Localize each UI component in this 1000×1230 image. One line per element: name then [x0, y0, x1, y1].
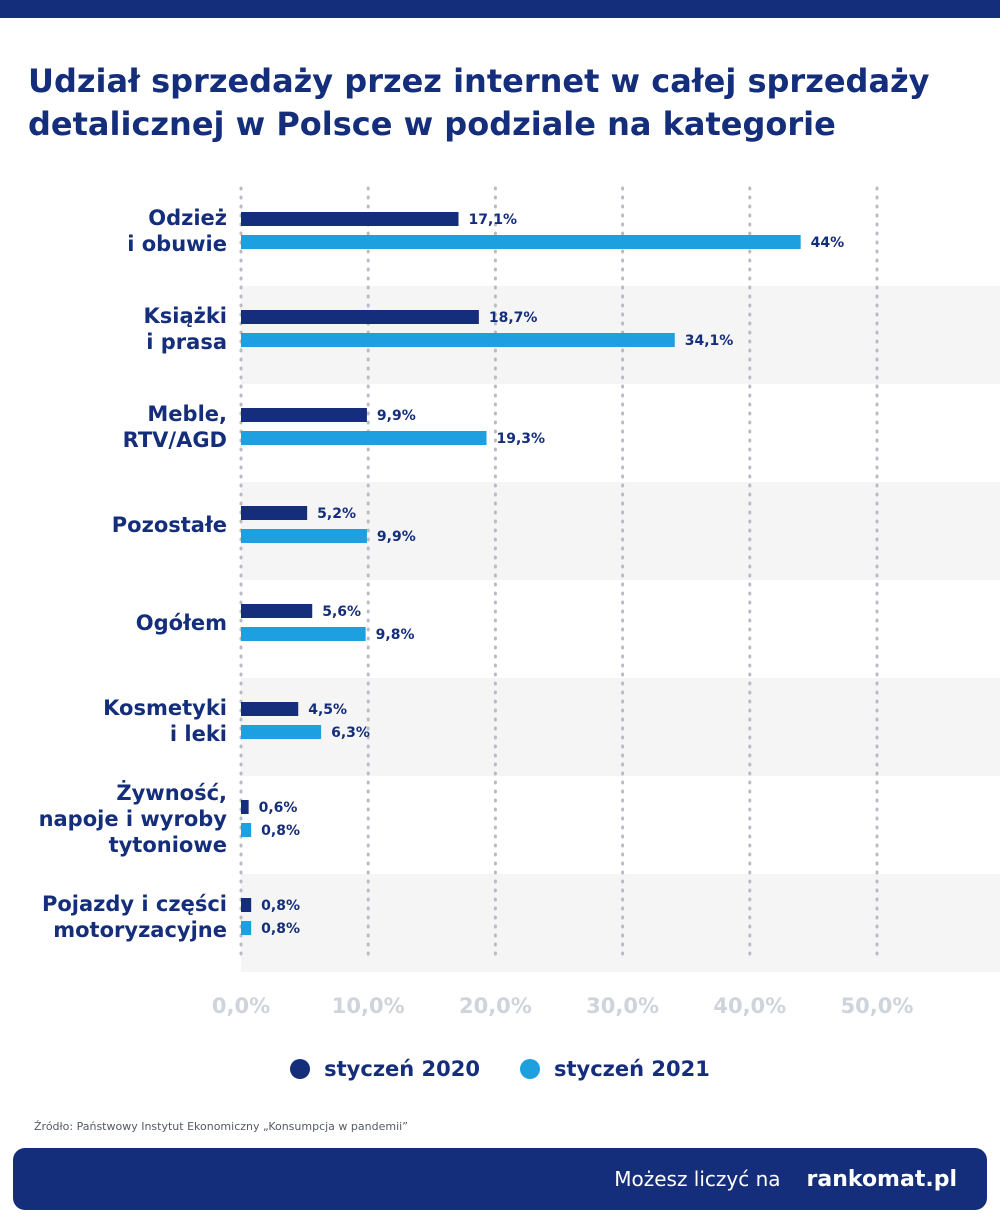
legend-item-2020: styczeń 2020 [290, 1057, 480, 1081]
bar [241, 800, 249, 814]
category-label: Książki [143, 304, 227, 328]
bar [241, 604, 313, 618]
category-label: i leki [170, 722, 227, 746]
footer-banner: Możesz liczyć na rankomat.pl [13, 1148, 987, 1210]
bar [241, 333, 675, 347]
category-label: Żywność, [116, 780, 227, 805]
bar [241, 898, 252, 912]
bar [241, 235, 801, 249]
legend-dot-2021 [520, 1059, 540, 1079]
legend: styczeń 2020 styczeń 2021 [0, 1052, 1000, 1086]
value-label: 4,5% [308, 702, 347, 718]
value-label: 5,6% [322, 604, 361, 620]
value-label: 0,8% [261, 823, 300, 839]
value-label: 17,1% [469, 212, 518, 228]
value-label: 0,8% [261, 898, 300, 914]
category-label: i obuwie [127, 232, 227, 256]
category-label: Pojazdy i części [42, 892, 227, 916]
legend-dot-2020 [290, 1059, 311, 1079]
value-label: 0,8% [261, 921, 300, 937]
page-title: Udział sprzedaży przez internet w całej … [28, 62, 930, 143]
category-band [241, 874, 1000, 972]
x-tick-label: 10,0% [332, 994, 405, 1018]
category-label: Odzież [148, 206, 227, 230]
bar [241, 408, 367, 422]
category-label: motoryzacyjne [53, 918, 227, 942]
bar [241, 627, 366, 641]
value-label: 44% [811, 235, 845, 251]
value-label: 9,8% [376, 627, 415, 643]
value-label: 19,3% [496, 431, 545, 447]
bar [241, 212, 459, 226]
x-tick-label: 30,0% [586, 994, 659, 1018]
legend-item-2021: styczeń 2021 [520, 1057, 710, 1081]
bar [241, 921, 252, 935]
value-label: 9,9% [377, 529, 416, 545]
x-tick-label: 50,0% [841, 994, 914, 1018]
value-label: 9,9% [377, 408, 416, 424]
value-label: 34,1% [685, 333, 734, 349]
value-label: 18,7% [489, 310, 538, 326]
category-label: tytoniowe [109, 833, 227, 857]
bar [241, 529, 367, 543]
bar [241, 310, 479, 324]
category-label: Kosmetyki [103, 696, 227, 720]
x-tick-label: 20,0% [459, 994, 532, 1018]
category-label: RTV/AGD [123, 428, 227, 452]
brand-logo[interactable]: rankomat.pl [806, 1166, 957, 1192]
bar [241, 506, 308, 520]
value-label: 6,3% [331, 725, 370, 741]
footer-tagline: Możesz liczyć na [614, 1167, 781, 1191]
bar [241, 823, 252, 837]
category-label: Ogółem [136, 611, 227, 635]
top-bar [0, 0, 1000, 18]
category-label: Meble, [147, 402, 227, 426]
bar [241, 702, 299, 716]
category-label: napoje i wyroby [39, 807, 228, 831]
value-label: 5,2% [317, 506, 356, 522]
bar [241, 725, 322, 739]
category-label: i prasa [146, 330, 227, 354]
bar [241, 431, 487, 445]
category-label: Pozostałe [112, 513, 227, 537]
legend-label-2020: styczeń 2020 [324, 1057, 480, 1081]
legend-label-2021: styczeń 2021 [554, 1057, 710, 1081]
x-tick-label: 0,0% [212, 994, 270, 1018]
value-label: 0,6% [259, 800, 298, 816]
source-note: Źródło: Państwowy Instytut Ekonomiczny „… [34, 1120, 408, 1133]
x-tick-label: 40,0% [713, 994, 786, 1018]
